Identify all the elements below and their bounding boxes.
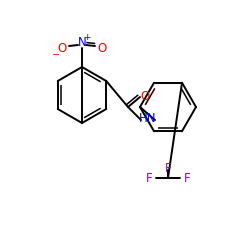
Text: −: −	[52, 50, 60, 60]
Text: O: O	[58, 42, 66, 56]
Text: HN: HN	[139, 112, 157, 126]
Text: +: +	[83, 32, 91, 42]
Text: O: O	[98, 42, 106, 56]
Text: F: F	[165, 162, 171, 174]
Text: O: O	[140, 90, 149, 102]
Text: N: N	[78, 36, 86, 49]
Text: F: F	[184, 172, 190, 184]
Text: F: F	[146, 172, 152, 184]
